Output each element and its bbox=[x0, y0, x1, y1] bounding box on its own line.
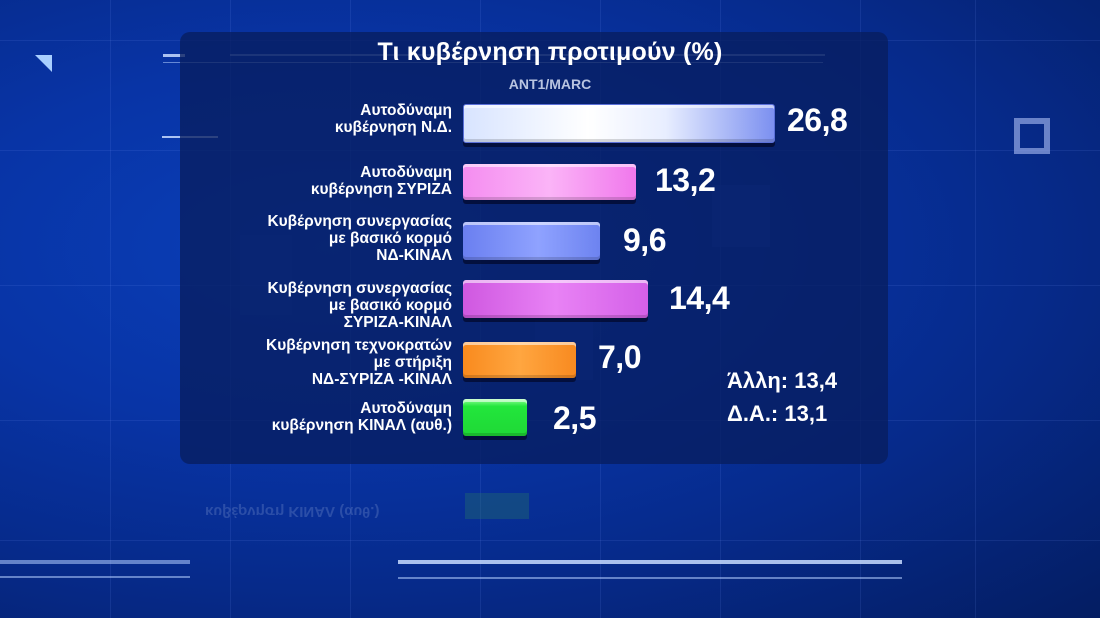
hollow-square-icon bbox=[1014, 118, 1050, 154]
bar-label: Αυτοδύναμη κυβέρνηση ΚΙΝΑΛ (αυθ.) bbox=[271, 400, 452, 434]
bar-syriza-kinal bbox=[463, 280, 648, 318]
bar-label: Κυβέρνηση συνεργασίας με βασικό κορμό ΝΔ-Κ… bbox=[267, 213, 452, 264]
bar-value: 26,8 bbox=[787, 102, 848, 138]
bar-label: Κυβέρνηση τεχνοκρατών με στήριξη ΝΔ-ΣΥΡΙΖΑ… bbox=[266, 337, 452, 388]
bar-value: 9,6 bbox=[623, 222, 666, 258]
decor-line bbox=[398, 577, 902, 579]
decor-line bbox=[0, 576, 190, 578]
other-value: Άλλη: 13,4 bbox=[727, 368, 838, 393]
bar-value: 14,4 bbox=[669, 280, 730, 316]
bar-nd-single bbox=[463, 104, 775, 143]
bar-value: 13,2 bbox=[655, 162, 716, 198]
chart-title: Τι κυβέρνηση προτιμούν (%) bbox=[377, 38, 723, 66]
dont-know-value: Δ.Α.: 13,1 bbox=[727, 401, 828, 426]
bar-kinal-single bbox=[463, 399, 527, 436]
bar-value: 2,5 bbox=[553, 400, 596, 436]
corner-triangle-icon bbox=[35, 55, 52, 72]
reflection-bar bbox=[465, 493, 529, 519]
bar-technocrats bbox=[463, 342, 576, 378]
reflection-text: κυβέρνηση ΚΙΝΑΛ (αυθ.) bbox=[205, 503, 380, 520]
decor-line bbox=[398, 560, 902, 564]
decor-line bbox=[163, 54, 185, 57]
bar-label: Αυτοδύναμη κυβέρνηση Ν.Δ. bbox=[334, 102, 452, 136]
bar-syriza-single bbox=[463, 164, 636, 200]
bar-label: Αυτοδύναμη κυβέρνηση ΣΥΡΙΖΑ bbox=[310, 164, 452, 198]
decor-line bbox=[0, 560, 190, 564]
bar-nd-kinal bbox=[463, 222, 600, 260]
chart-source: ANT1/MARC bbox=[508, 76, 592, 92]
bar-value: 7,0 bbox=[598, 339, 641, 375]
bar-label: Κυβέρνηση συνεργασίας με βασικό κορμό ΣΥΡΙ… bbox=[267, 280, 452, 331]
